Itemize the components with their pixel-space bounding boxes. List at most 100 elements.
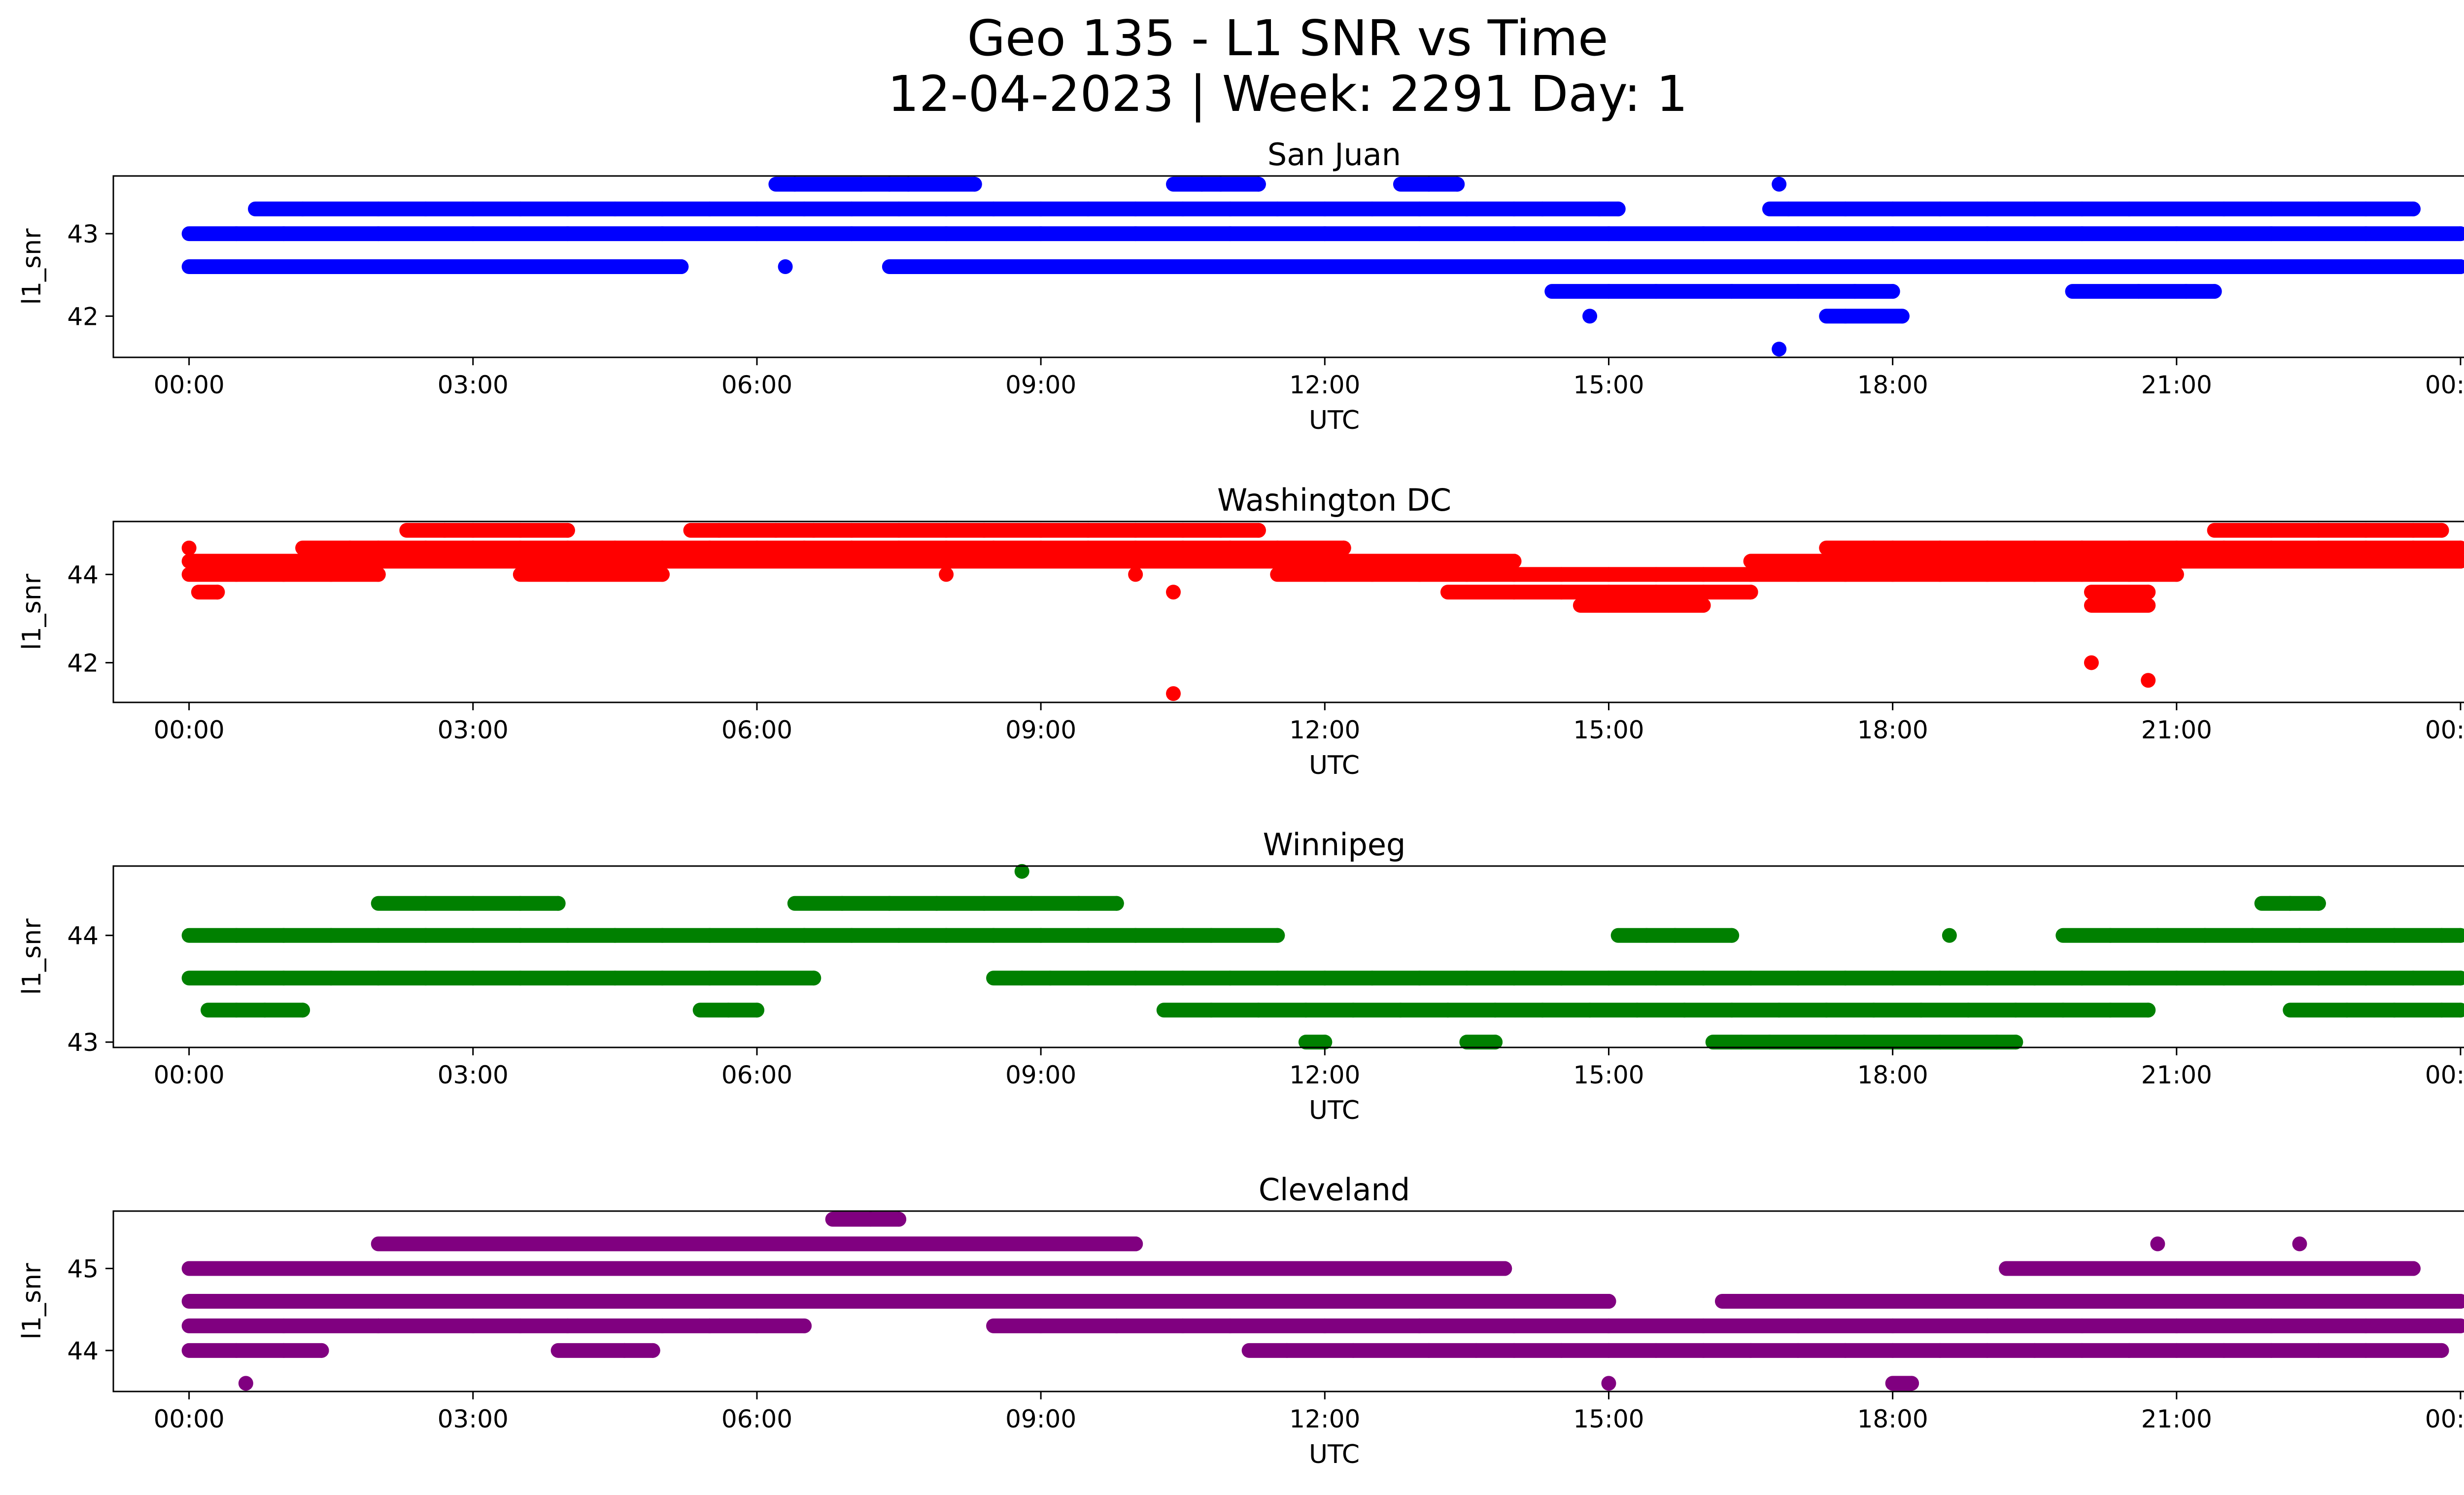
data-point [796, 1318, 812, 1333]
data-point [1317, 1035, 1333, 1050]
data-point [1610, 201, 1626, 216]
y-tick-label: 44 [67, 560, 99, 589]
data-point [2207, 284, 2222, 299]
x-tick-label: 15:00 [1573, 1061, 1644, 1089]
data-point [371, 567, 386, 582]
y-tick-label: 44 [67, 1337, 99, 1365]
panel-winnipeg: Winnipeg 00:00 03:00 06:00 09:00 12:00 15:00 18… [17, 827, 2464, 1125]
data-point [2311, 896, 2326, 911]
x-tick-label: 06:00 [721, 1405, 792, 1433]
x-tick-label: 18:00 [1857, 716, 1928, 744]
plot-frame [112, 1210, 2464, 1392]
data-point [1696, 598, 1711, 613]
data-point [2141, 585, 2156, 600]
x-tick-label: 18:00 [1857, 371, 1928, 399]
x-tick-label: 21:00 [2141, 1061, 2212, 1089]
panel-title: San Juan [1267, 137, 1401, 173]
data-point [1885, 284, 1900, 299]
x-tick-label: 06:00 [721, 716, 792, 744]
data-point [2169, 567, 2184, 582]
data-point [2141, 1003, 2156, 1018]
x-axis-label: UTC [1309, 1096, 1360, 1125]
x-tick-label: 09:00 [1005, 716, 1076, 744]
x-axis-label: UTC [1309, 751, 1360, 780]
x-tick-label: 12:00 [1289, 1061, 1360, 1089]
data-point [2453, 928, 2464, 943]
x-tick-label: 15:00 [1573, 716, 1644, 744]
x-tick-label: 03:00 [438, 716, 509, 744]
y-axis-label: l1_snr [17, 573, 47, 650]
data-point [749, 1003, 764, 1018]
panel-cleveland: Cleveland 00:00 03:00 06:00 09:00 12:00 15:00 1… [17, 1172, 2464, 1469]
data-point [2453, 540, 2464, 556]
data-point [778, 259, 793, 274]
x-tick-label: 06:00 [721, 1061, 792, 1089]
x-tick-label: 21:00 [2141, 371, 2212, 399]
x-tick-label: 09:00 [1005, 371, 1076, 399]
data-point [2453, 554, 2464, 569]
data-point [891, 1212, 907, 1227]
data-point [1942, 928, 1957, 943]
scatter-points [181, 176, 2464, 357]
scatter-points [181, 522, 2464, 701]
x-tick-label: 00:00 [154, 1405, 225, 1433]
data-point [967, 176, 982, 192]
x-tick-label: 15:00 [1573, 1405, 1644, 1433]
y-tick-label: 43 [67, 220, 99, 248]
figure-title-line1: Geo 135 - L1 SNR vs Time [967, 9, 1608, 67]
data-point [1497, 1261, 1512, 1276]
data-point [1582, 309, 1598, 324]
y-axis-label: l1_snr [17, 228, 47, 305]
data-point [1506, 554, 1522, 569]
x-tick-label: 09:00 [1005, 1405, 1076, 1433]
y-tick-label: 45 [67, 1254, 99, 1283]
data-point [1251, 522, 1266, 538]
data-point [1270, 928, 1285, 943]
data-point [1772, 342, 1787, 357]
data-point [295, 1003, 310, 1018]
x-axis-label: UTC [1309, 1440, 1360, 1469]
data-point [1251, 176, 1266, 192]
data-point [2453, 259, 2464, 274]
data-point [1601, 1376, 1616, 1391]
data-point [2453, 226, 2464, 242]
data-point [2453, 1003, 2464, 1018]
x-tick-label: 00:00 [154, 371, 225, 399]
data-point [674, 259, 689, 274]
data-point [1128, 1236, 1143, 1252]
data-point [1166, 686, 1181, 701]
data-point [1601, 1294, 1616, 1309]
x-tick-label: 12:00 [1289, 371, 1360, 399]
data-point [1772, 176, 1787, 192]
data-point [654, 567, 670, 582]
data-point [1724, 928, 1740, 943]
panel-san-juan: San Juan 00:00 03:00 06:00 09:00 12:00 15:00 18… [17, 137, 2464, 435]
y-axis-label: l1_snr [17, 918, 47, 995]
data-point [1336, 540, 1351, 556]
data-point [1450, 176, 1465, 192]
data-point [238, 1376, 253, 1391]
data-point [1904, 1376, 1919, 1391]
data-point [2405, 201, 2421, 216]
scatter-points [181, 864, 2464, 1050]
data-point [2141, 598, 2156, 613]
data-point [806, 971, 821, 986]
data-point [645, 1343, 660, 1358]
x-tick-label: 03:00 [438, 371, 509, 399]
data-point [1894, 309, 1910, 324]
data-point [2141, 673, 2156, 688]
data-point [1166, 585, 1181, 600]
data-point [2150, 1236, 2165, 1252]
panel-title: Cleveland [1259, 1172, 1410, 1208]
data-point [181, 540, 197, 556]
data-point [1014, 864, 1029, 879]
x-tick-label: 12:00 [1289, 716, 1360, 744]
data-point [2084, 655, 2099, 670]
plot-frame [112, 175, 2464, 358]
data-point [2405, 1261, 2421, 1276]
data-point [1743, 585, 1758, 600]
x-axis-label: UTC [1309, 406, 1360, 435]
panel-title: Washington DC [1217, 482, 1451, 518]
plot-frame [112, 865, 2464, 1048]
